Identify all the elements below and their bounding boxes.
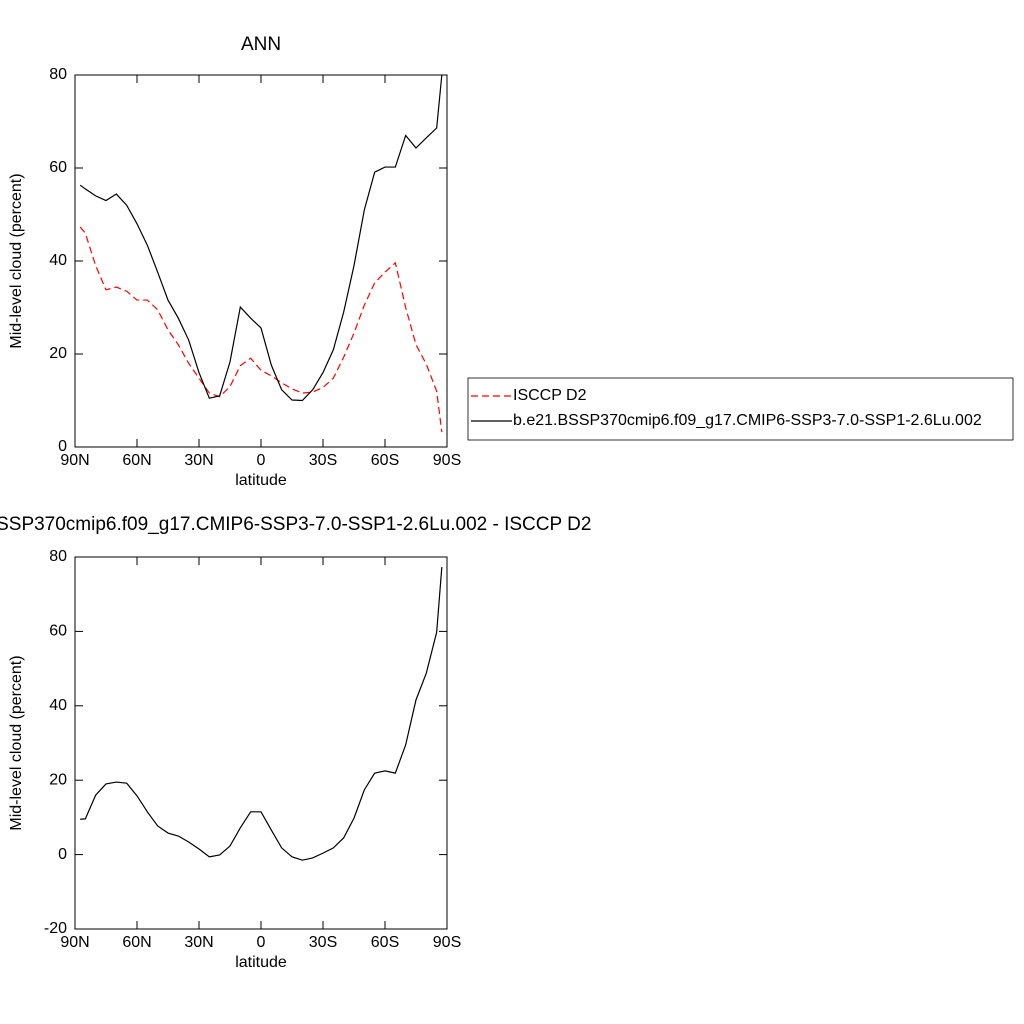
x-axis-label: latitude — [235, 472, 287, 489]
data-line — [79, 226, 443, 433]
y-axis-label: Mid-level cloud (percent) — [8, 655, 25, 830]
x-axis-label: latitude — [235, 954, 287, 971]
y-tick-label: 20 — [49, 345, 67, 362]
x-tick-label: 60S — [371, 452, 399, 469]
y-tick-label: -20 — [44, 920, 67, 937]
legend-box — [467, 377, 1014, 441]
y-axis-label: Mid-level cloud (percent) — [8, 173, 25, 348]
legend-label: b.e21.BSSP370cmip6.f09_g17.CMIP6-SSP3-7.… — [513, 412, 982, 429]
chart-title: ANN — [241, 34, 281, 55]
y-tick-label: 40 — [49, 252, 67, 269]
legend-label: ISCCP D2 — [513, 387, 587, 404]
x-tick-label: 30N — [184, 452, 213, 469]
chart-title: b.e21.BSSP370cmip6.f09_g17.CMIP6-SSP3-7.… — [0, 514, 591, 535]
x-tick-label: 60S — [371, 934, 399, 951]
x-tick-label: 30S — [309, 452, 337, 469]
x-tick-label: 0 — [257, 452, 266, 469]
y-tick-label: 80 — [49, 66, 67, 83]
data-line — [80, 566, 443, 861]
x-tick-label: 90N — [60, 934, 89, 951]
y-tick-label: 60 — [49, 159, 67, 176]
x-tick-label: 90N — [60, 452, 89, 469]
plot-frame — [74, 74, 448, 448]
y-tick-label: 0 — [58, 846, 67, 863]
plot-frame — [74, 556, 448, 930]
x-tick-label: 30S — [309, 934, 337, 951]
y-tick-label: 20 — [49, 771, 67, 788]
y-tick-label: 0 — [58, 438, 67, 455]
data-line — [79, 74, 443, 402]
x-tick-label: 30N — [184, 934, 213, 951]
y-tick-label: 80 — [49, 548, 67, 565]
x-tick-label: 90S — [433, 452, 461, 469]
y-tick-label: 40 — [49, 697, 67, 714]
x-tick-label: 0 — [257, 934, 266, 951]
y-tick-label: 60 — [49, 623, 67, 640]
x-tick-label: 60N — [122, 934, 151, 951]
x-tick-label: 90S — [433, 934, 461, 951]
x-tick-label: 60N — [122, 452, 151, 469]
